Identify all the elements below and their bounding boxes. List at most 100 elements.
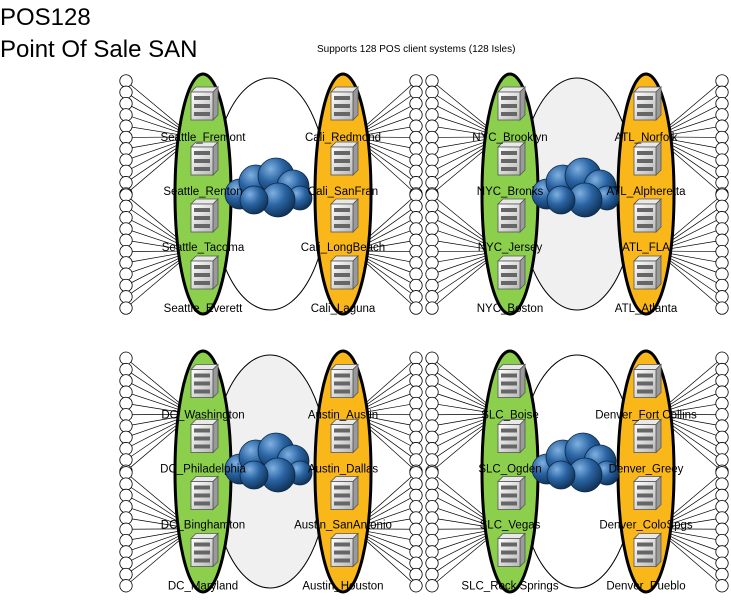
server-icon <box>190 418 219 454</box>
client-node <box>715 96 729 111</box>
client-node <box>119 500 133 514</box>
client-node <box>409 108 423 122</box>
client-node <box>715 130 729 145</box>
network-cloud <box>224 432 313 493</box>
client-node <box>409 488 423 502</box>
client-node <box>425 500 439 514</box>
site-label: NYC_Jersey <box>478 242 543 254</box>
capacity-note: Supports 128 POS client systems (128 Isl… <box>317 44 516 55</box>
site-label: Denver_Pueblo <box>606 581 685 593</box>
client-node <box>409 545 423 559</box>
client-node <box>425 430 439 444</box>
client-node <box>425 374 439 388</box>
client-node <box>715 396 729 411</box>
network-cloud <box>531 157 620 218</box>
client-node <box>409 408 423 422</box>
client-node <box>119 453 133 467</box>
client-node <box>425 466 439 480</box>
client-node <box>119 188 133 202</box>
server-icon <box>497 475 526 511</box>
client-node <box>409 278 423 293</box>
client-node <box>409 453 423 467</box>
client-node <box>119 545 133 559</box>
client-node <box>409 96 423 111</box>
client-node <box>425 301 439 315</box>
site-label: Denver_Fort Collins <box>595 410 697 422</box>
client-node <box>715 419 729 433</box>
server-icon <box>633 418 662 454</box>
client-node <box>409 419 423 433</box>
client-node <box>425 119 439 133</box>
client-node <box>119 267 133 281</box>
server-icon <box>330 86 359 121</box>
server-icon <box>330 255 359 290</box>
server-icon <box>497 141 526 176</box>
client-node <box>715 278 729 293</box>
server-icon <box>633 198 662 233</box>
site-label: SLC_Boise <box>481 410 539 422</box>
server-icon <box>633 532 662 568</box>
client-node <box>119 385 133 399</box>
client-node <box>409 362 423 377</box>
client-node <box>715 522 729 536</box>
client-node <box>425 164 439 178</box>
server-icon <box>190 198 219 233</box>
site-label: Cali_LongBeach <box>301 242 385 254</box>
client-node <box>715 199 729 213</box>
site-label: SLC_Vegas <box>480 520 541 532</box>
client-fan-right-nodes <box>715 74 729 201</box>
client-node <box>119 567 133 582</box>
client-node <box>715 85 729 99</box>
client-node <box>425 130 439 145</box>
server-icon <box>330 532 359 568</box>
network-cloud <box>531 432 620 493</box>
site-label: Cali_Redmond <box>305 132 381 144</box>
client-node <box>119 256 133 270</box>
client-node <box>425 477 439 491</box>
client-node <box>409 290 423 304</box>
client-node <box>409 267 423 281</box>
server-icon <box>330 198 359 233</box>
client-node <box>409 396 423 411</box>
client-node <box>119 579 133 593</box>
site-label: ATL_Alpheretta <box>606 186 686 198</box>
client-node <box>119 466 133 480</box>
client-fan-left-nodes <box>425 188 439 315</box>
client-node <box>119 244 133 259</box>
client-node <box>425 351 439 365</box>
site-label: ATL_Norfolk <box>614 132 677 144</box>
client-node <box>715 256 729 270</box>
client-node <box>715 74 729 88</box>
server-icon <box>190 363 219 399</box>
site-label: Seattle_Renton <box>163 186 242 198</box>
client-node <box>715 362 729 377</box>
client-node <box>119 290 133 304</box>
site-label: ATL_FLA <box>622 242 670 254</box>
client-node <box>425 385 439 399</box>
client-node <box>425 362 439 377</box>
site-label: DC_Binghamton <box>161 520 245 532</box>
client-node <box>119 408 133 422</box>
client-node <box>409 442 423 456</box>
server-icon <box>330 475 359 511</box>
client-node <box>715 301 729 315</box>
client-node <box>425 453 439 467</box>
client-node <box>425 419 439 433</box>
client-node <box>715 233 729 247</box>
client-node <box>715 108 729 122</box>
client-node <box>715 267 729 281</box>
client-node <box>425 278 439 293</box>
client-node <box>119 396 133 411</box>
site-label: ATL_Atlanta <box>615 303 678 315</box>
client-node <box>409 244 423 259</box>
site-label: Austin_SanAntonio <box>294 520 392 532</box>
client-node <box>715 188 729 202</box>
client-node <box>409 385 423 399</box>
client-node <box>119 533 133 548</box>
client-node <box>119 96 133 111</box>
server-icon <box>633 141 662 176</box>
client-node <box>715 374 729 388</box>
network-cloud <box>224 157 313 218</box>
client-node <box>425 153 439 167</box>
